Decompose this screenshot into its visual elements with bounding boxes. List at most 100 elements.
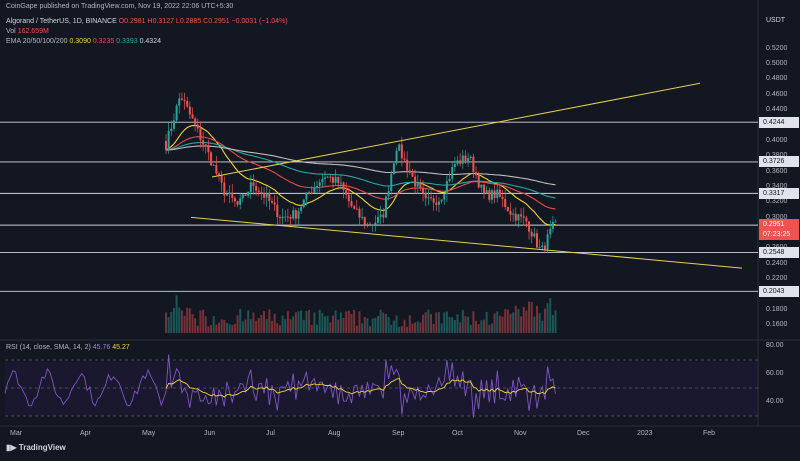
volume-bar <box>467 316 470 333</box>
candle-body <box>180 98 183 100</box>
volume-bar <box>416 321 419 333</box>
volume-bar <box>276 323 279 333</box>
rsi-tick-label: 80.00 <box>766 342 784 349</box>
volume-bar <box>347 310 350 333</box>
volume-bar <box>554 310 557 333</box>
level-price-badge: 0.4244 <box>759 116 799 128</box>
volume-bar <box>443 312 446 333</box>
volume-bar <box>292 316 295 333</box>
time-axis-label: Nov <box>514 430 527 437</box>
volume-bar <box>390 324 393 333</box>
candle-body <box>265 193 268 198</box>
volume-bar <box>392 320 395 333</box>
candle-body <box>541 245 544 248</box>
volume-bar <box>289 319 292 333</box>
volume-bar <box>533 316 536 333</box>
candle-body <box>228 192 231 195</box>
candle-body <box>191 114 194 119</box>
symbol-line: Algorand / TetherUS, 1D, BINANCE O0.2981… <box>6 18 288 25</box>
candle-body <box>504 199 507 207</box>
time-axis-label: Apr <box>80 430 91 437</box>
symbol-name[interactable]: Algorand / TetherUS, 1D, BINANCE <box>6 18 117 25</box>
volume-bar <box>265 319 268 333</box>
ema100-value: 0.3393 <box>116 38 138 45</box>
volume-bar <box>437 312 440 333</box>
candle-body <box>355 208 358 210</box>
tradingview-logo[interactable]: ▮▶ TradingView <box>6 443 66 452</box>
candle-body <box>358 208 361 218</box>
price-tick-label: 0.4600 <box>766 90 788 98</box>
price-tick-label: 0.4800 <box>766 75 788 83</box>
candle-body <box>477 175 480 188</box>
time-axis-label: Jul <box>266 430 275 437</box>
volume-bar <box>485 311 488 333</box>
volume-bar <box>228 324 231 333</box>
ema50-value: 0.3235 <box>92 38 115 45</box>
volume-bar <box>167 317 170 333</box>
rsi-line <box>4 354 556 418</box>
volume-bar <box>472 311 475 333</box>
time-axis-label: 2023 <box>637 430 653 437</box>
volume-bar <box>180 310 183 333</box>
volume-bar <box>188 308 191 333</box>
candle-body <box>517 214 520 221</box>
candles <box>165 92 557 254</box>
volume-bar <box>355 325 358 333</box>
candle-body <box>377 216 379 223</box>
volume-bar <box>337 319 340 333</box>
candle-body <box>371 224 374 226</box>
volume-bar <box>512 312 515 333</box>
volume-bar <box>469 324 472 333</box>
volume-bar <box>342 317 345 333</box>
volume-bar <box>419 322 422 333</box>
candle-body <box>353 206 356 209</box>
ema-50-line <box>165 136 556 210</box>
volume-bar <box>448 316 451 333</box>
volume-bar <box>310 324 313 333</box>
candle-body <box>509 210 512 215</box>
volume-bar <box>358 311 361 333</box>
volume-bar <box>286 311 289 333</box>
volume-bar <box>257 318 260 333</box>
volume-bar <box>543 308 546 333</box>
candle-body <box>273 202 276 205</box>
candle-body <box>493 190 496 199</box>
volume-bar <box>541 320 544 333</box>
countdown-badge: 07:23:25 <box>759 229 799 240</box>
candle-body <box>294 210 297 219</box>
price-tick-label: 0.3400 <box>766 183 788 190</box>
volume-bar <box>241 321 244 333</box>
candle-body <box>249 182 252 192</box>
candle-body <box>414 176 417 187</box>
candle-body <box>292 210 295 219</box>
rsi-label[interactable]: RSI (14, close, SMA, 14, 2) <box>6 344 91 351</box>
candle-body <box>247 191 250 196</box>
ema-label[interactable]: EMA 20/50/100/200 <box>6 38 68 45</box>
candle-body <box>480 184 483 188</box>
volume-bar <box>255 320 258 333</box>
trendlines[interactable] <box>190 82 743 269</box>
candle-body <box>546 234 549 250</box>
candle-body <box>167 131 170 151</box>
candle-body <box>498 189 501 197</box>
candle-body <box>395 150 398 164</box>
candle-body <box>199 128 202 141</box>
price-tick-label: 0.5200 <box>766 44 788 52</box>
rsi-legend: RSI (14, close, SMA, 14, 2) 45.76 45.27 <box>6 344 130 351</box>
volume-bar <box>194 318 197 333</box>
volume-bar <box>239 309 242 333</box>
volume-bar <box>549 298 552 333</box>
candle-body <box>461 155 464 164</box>
candle-body <box>252 182 255 186</box>
volume-bar <box>263 311 266 333</box>
candle-body <box>366 223 369 225</box>
candle-body <box>281 216 284 219</box>
candle-body <box>406 159 409 171</box>
rsi-value: 45.76 <box>92 344 111 351</box>
rsi-ma-line <box>165 377 556 398</box>
volume-bar <box>218 322 220 333</box>
candle-body <box>210 152 213 166</box>
volume-bar <box>334 310 337 333</box>
